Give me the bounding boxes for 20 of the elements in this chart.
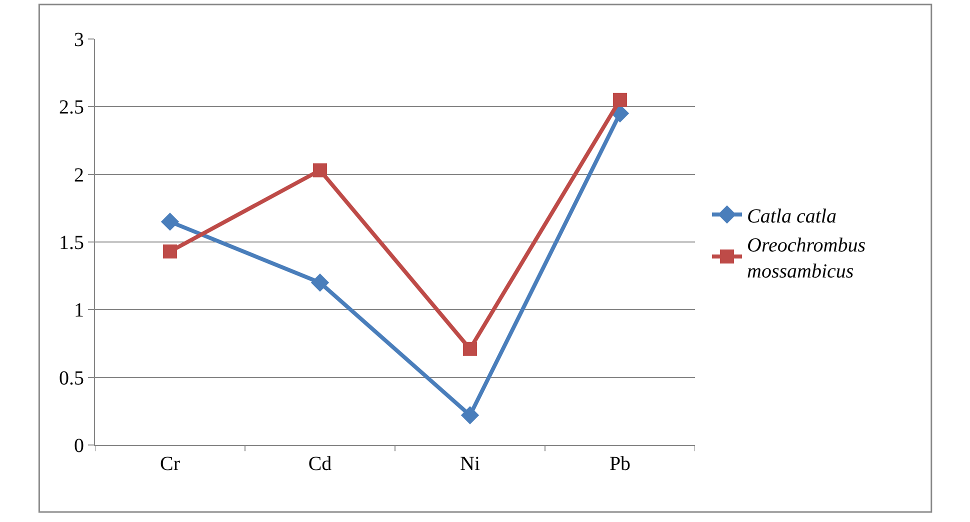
point	[310, 274, 330, 292]
point	[313, 163, 327, 178]
y-tick-label: 3	[74, 29, 84, 51]
x-tick-label: Pb	[609, 453, 631, 475]
x-tick-label: Ni	[460, 453, 480, 475]
point	[460, 406, 480, 424]
y-tick-label: 2.5	[59, 96, 84, 119]
x-tick-label: Cd	[308, 453, 332, 475]
y-tick-label: 1.5	[59, 232, 84, 254]
point	[613, 92, 627, 107]
legend-label: Catla catla	[747, 205, 836, 228]
y-tick-label: 0.5	[59, 367, 84, 390]
y-tick-label: 1	[74, 300, 84, 322]
legend-label: Oreochrombus mossambicus	[747, 234, 866, 282]
y-tick-label: 0	[74, 435, 84, 457]
x-tick-label: Cr	[160, 453, 180, 475]
point	[163, 244, 177, 258]
point	[160, 212, 180, 231]
y-tick-label: 2	[74, 164, 84, 186]
point	[463, 342, 477, 356]
